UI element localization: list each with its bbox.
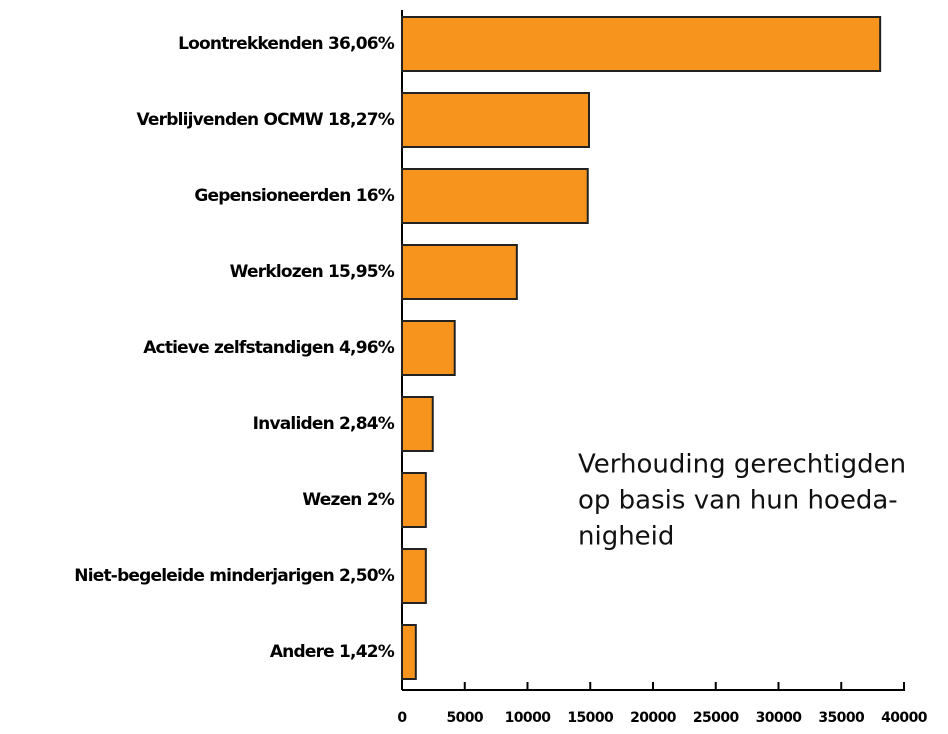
y-tick-label: Invaliden 2,84% <box>253 414 395 434</box>
x-tick-label: 15000 <box>567 710 614 726</box>
y-tick-label: Niet-begeleide minderjarigen 2,50% <box>74 566 394 586</box>
bar <box>401 244 518 300</box>
y-tick-label: Andere 1,42% <box>270 642 395 662</box>
x-tick-label: 35000 <box>818 710 865 726</box>
bar <box>401 548 427 604</box>
bar <box>401 16 882 72</box>
x-tick-label: 20000 <box>630 710 677 726</box>
y-tick-label: Actieve zelfstandigen 4,96% <box>143 338 395 358</box>
x-tick-label: 30000 <box>756 710 803 726</box>
x-tick-label: 10000 <box>505 710 552 726</box>
bar <box>401 624 417 680</box>
y-tick-label: Verblijvenden OCMW 18,27% <box>136 110 394 130</box>
y-tick-label: Loontrekkenden 36,06% <box>178 34 395 54</box>
bar <box>401 472 427 528</box>
x-tick-label: 40000 <box>881 710 928 726</box>
annotation: op basis van hun hoeda- <box>578 486 898 516</box>
bar <box>401 396 434 452</box>
x-tick-label: 25000 <box>693 710 740 726</box>
bar <box>401 168 589 224</box>
x-tick-label: 0 <box>397 710 407 726</box>
y-tick-label: Wezen 2% <box>302 490 394 510</box>
annotation: Verhouding gerechtigden <box>578 450 906 480</box>
bar <box>401 92 590 148</box>
annotation: nigheid <box>578 522 674 552</box>
y-tick-label: Werklozen 15,95% <box>230 262 395 282</box>
bar <box>401 320 456 376</box>
x-tick-label: 5000 <box>446 710 483 726</box>
y-tick-label: Gepensioneerden 16% <box>194 186 394 206</box>
